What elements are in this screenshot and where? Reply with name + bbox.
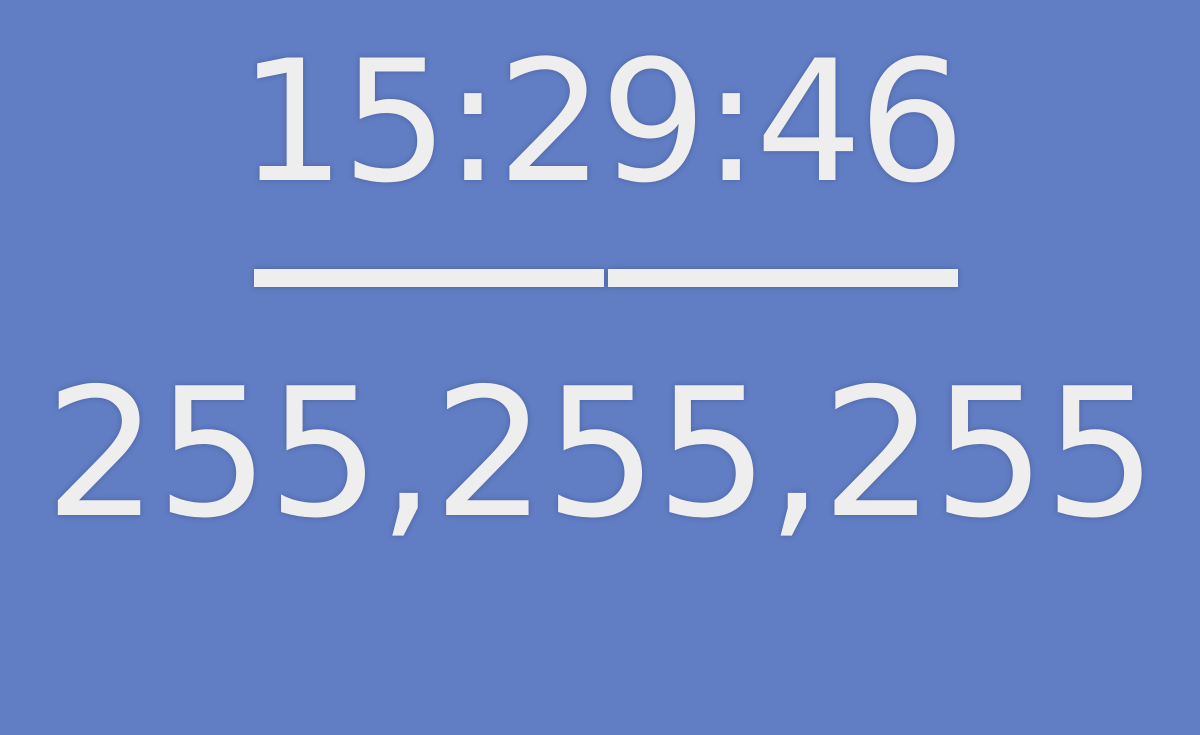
divider-left [254, 269, 604, 287]
rgb-value: 255,255,255 [44, 350, 1157, 557]
divider-right [608, 269, 958, 287]
clock-time: 15:29:46 [238, 24, 966, 220]
